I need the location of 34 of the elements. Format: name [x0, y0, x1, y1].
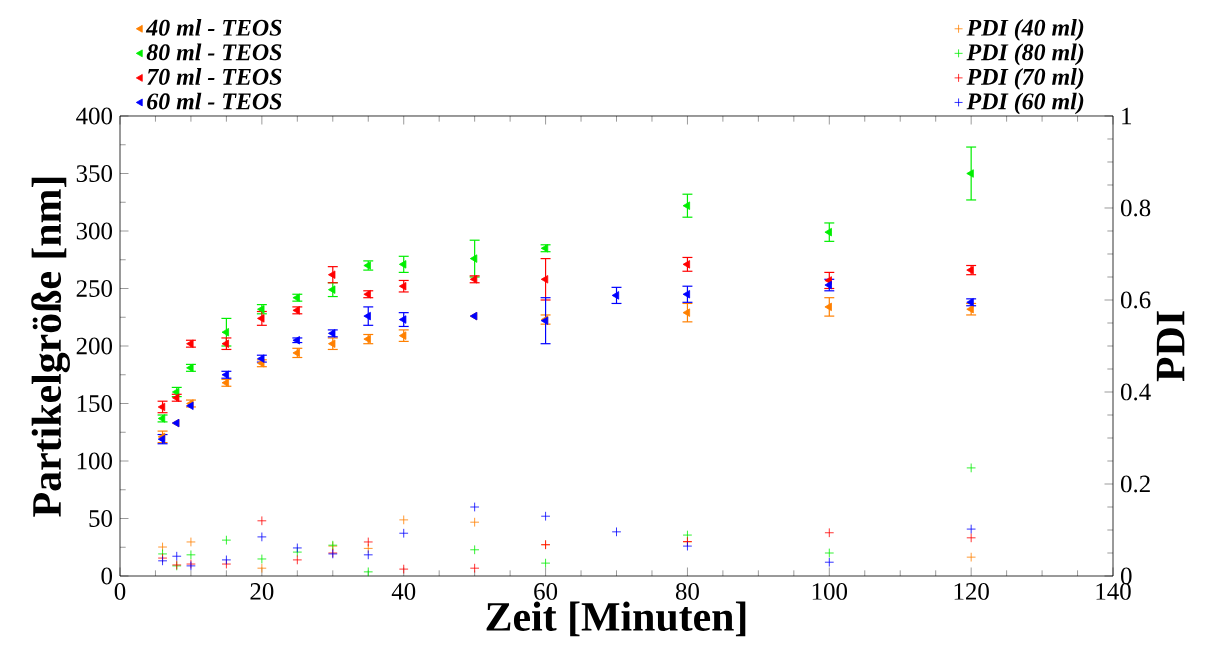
y2-tick-label: 0.8	[1120, 199, 1151, 217]
x-tick-label: 140	[1096, 583, 1131, 600]
y2-tick-label: 0.2	[1120, 475, 1150, 493]
y-tick-label: 250	[76, 280, 113, 297]
x-axis-title: Zeit [Minuten]	[486, 601, 746, 637]
x-tick-label: 40	[391, 583, 416, 600]
y-axis-title: Partikelgröße [nm]	[31, 177, 70, 517]
legend-label: 70 ml - TEOS	[147, 68, 282, 85]
legend-label: PDI (40 ml)	[966, 18, 1084, 41]
x-tick-label: 20	[250, 583, 274, 600]
y2-tick-label: 0.6	[1120, 291, 1151, 309]
x-tick-label: 80	[675, 583, 699, 600]
y2-tick-label: 0.4	[1120, 383, 1151, 401]
x-tick-label: 0	[114, 583, 126, 600]
y-tick-label: 0	[101, 567, 113, 585]
y-tick-label: 350	[76, 165, 113, 182]
x-tick-label: 120	[954, 583, 989, 600]
y2-tick-label: 0	[1120, 567, 1132, 585]
legend-label: 80 ml - TEOS	[146, 43, 282, 61]
y-tick-label: 100	[77, 452, 113, 470]
y-tick-label: 50	[89, 510, 113, 527]
y-tick-label: 300	[76, 222, 113, 240]
y-tick-label: 200	[76, 337, 113, 355]
y2-axis-title: PDI	[1156, 311, 1185, 382]
legend-label: 40 ml - TEOS	[145, 19, 282, 36]
legend-label: PDI (60 ml)	[966, 92, 1084, 115]
x-tick-label: 60	[534, 583, 558, 600]
legend-label: 60 ml - TEOS	[147, 92, 282, 110]
y-tick-label: 150	[77, 395, 113, 412]
y-tick-label: 400	[76, 107, 113, 125]
legend-label: PDI (70 ml)	[966, 68, 1084, 90]
legend-label: PDI (80 ml)	[966, 43, 1084, 66]
x-tick-label: 100	[812, 583, 848, 600]
y2-tick-label: 1	[1122, 107, 1132, 125]
